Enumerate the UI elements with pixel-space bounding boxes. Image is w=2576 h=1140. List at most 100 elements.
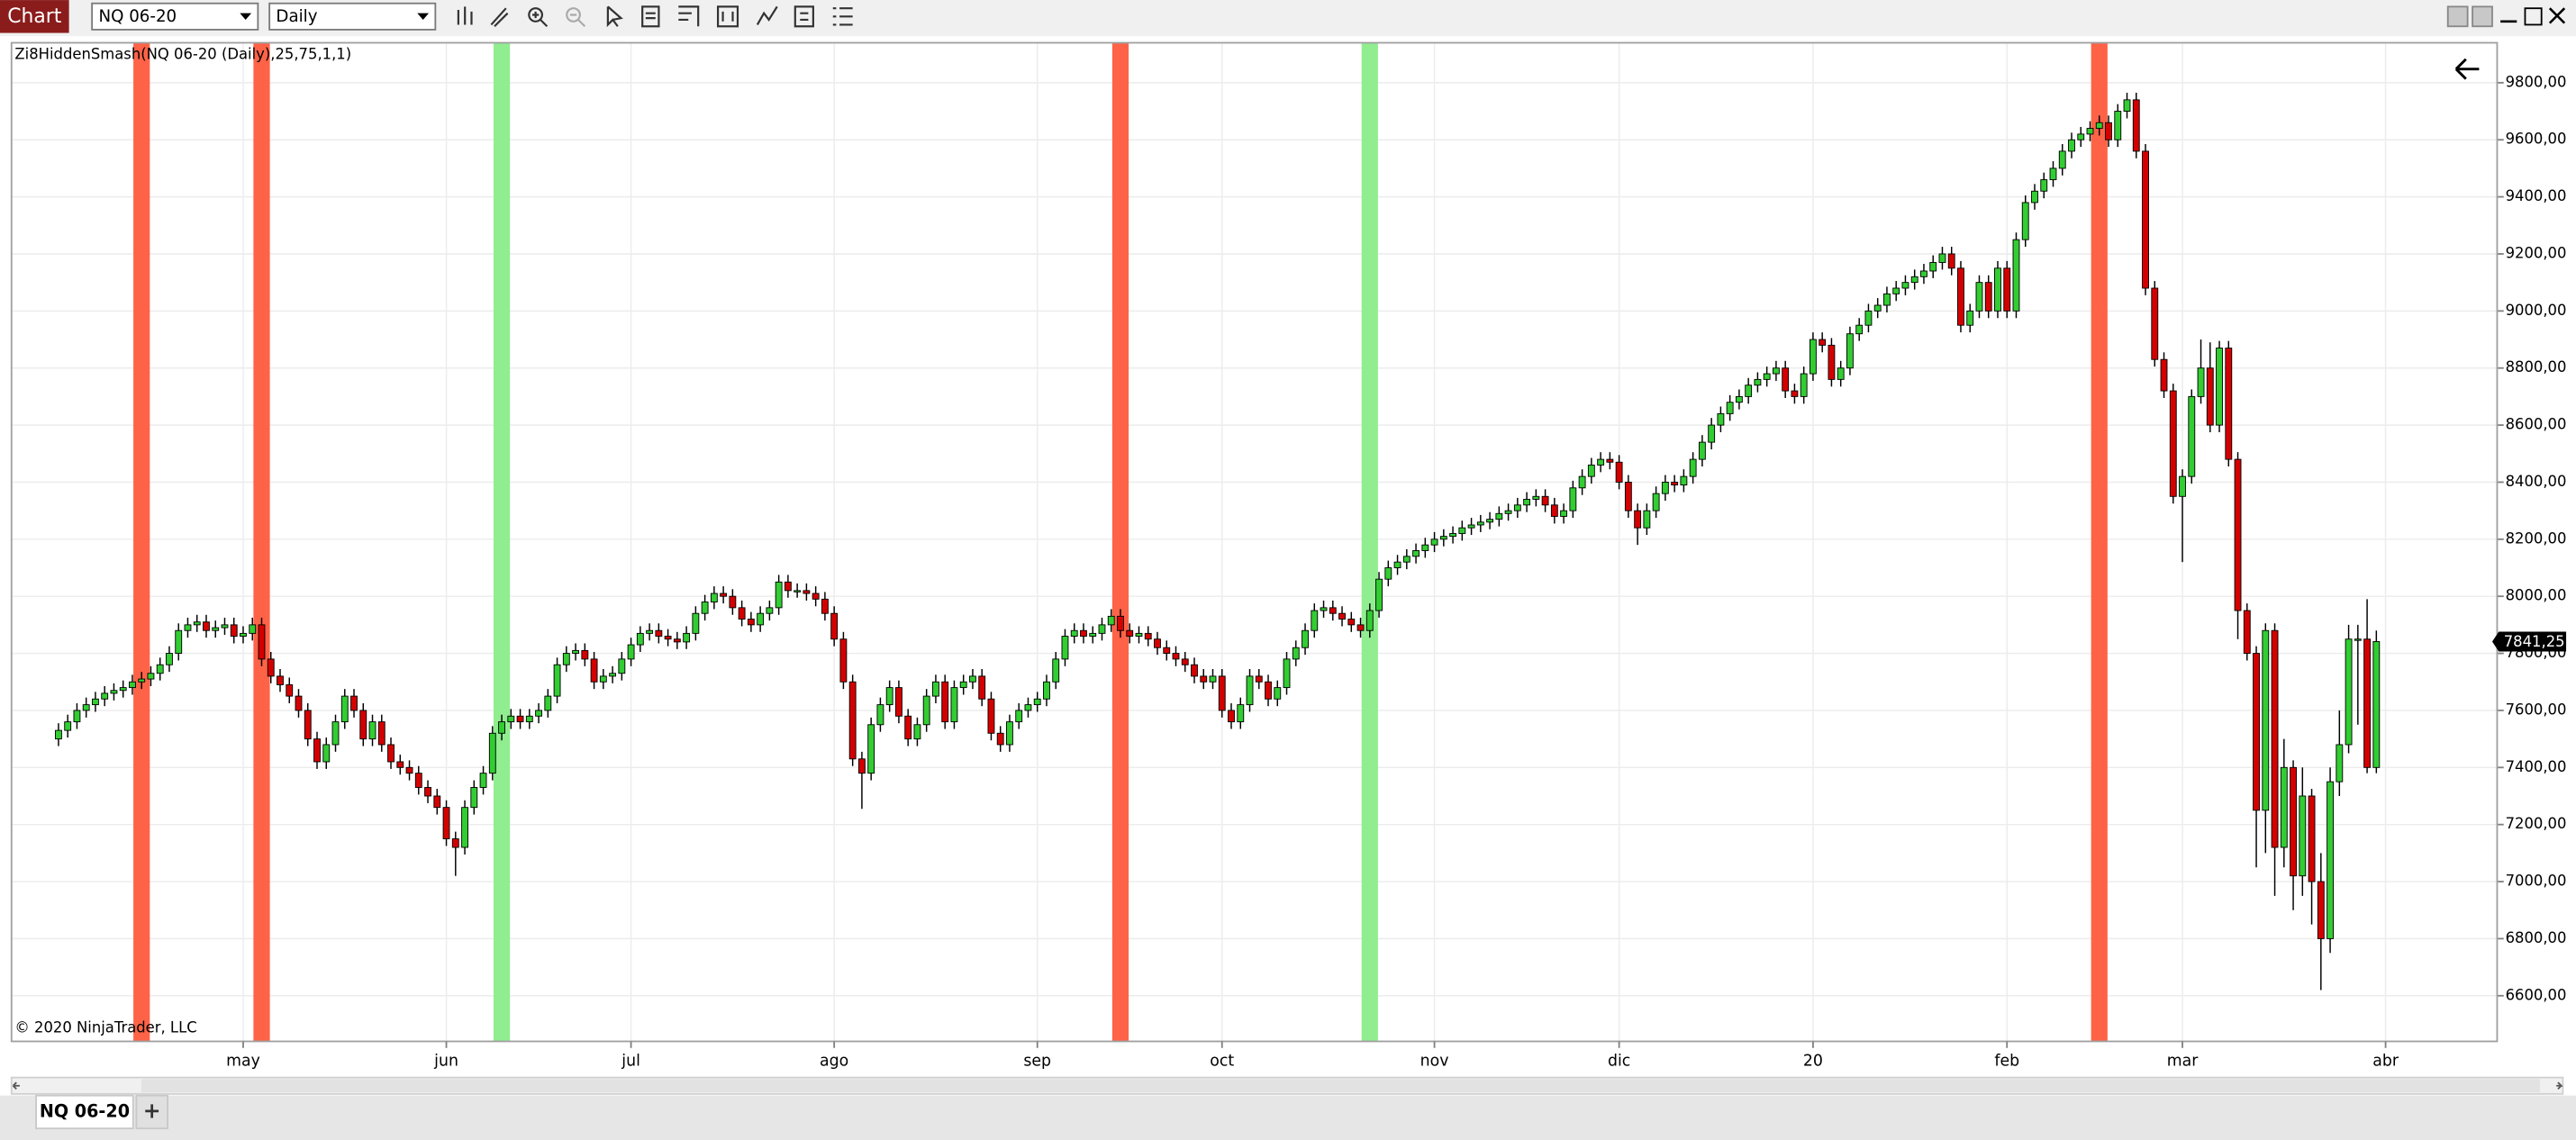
draw-icon[interactable] bbox=[490, 7, 509, 28]
candle-body bbox=[470, 787, 478, 809]
candle-body bbox=[1172, 653, 1180, 660]
candle-body bbox=[1052, 658, 1060, 683]
candle-body bbox=[2197, 367, 2205, 397]
candle-body bbox=[138, 678, 146, 683]
dropdown-box[interactable] bbox=[91, 2, 259, 31]
candle-body bbox=[904, 715, 912, 740]
candle-body bbox=[2058, 150, 2066, 169]
indicators-icon[interactable] bbox=[756, 5, 778, 25]
interval-dropdown[interactable]: Daily bbox=[268, 2, 437, 31]
chart-title: Chart bbox=[7, 5, 62, 28]
candle-body bbox=[1144, 632, 1152, 640]
candle-body bbox=[720, 593, 728, 597]
candle-body bbox=[451, 838, 459, 848]
candle-body bbox=[1384, 567, 1392, 580]
scroll-right[interactable] bbox=[2556, 1081, 2563, 1090]
dropdown-arrow bbox=[240, 13, 252, 20]
candle-body bbox=[941, 681, 949, 723]
properties-icon[interactable] bbox=[641, 5, 660, 28]
candle-body bbox=[1098, 624, 1106, 634]
template-icon[interactable] bbox=[678, 5, 700, 27]
candle-body bbox=[609, 673, 617, 677]
list-icon[interactable] bbox=[832, 7, 853, 26]
candle-body bbox=[1994, 267, 2001, 312]
candle-body bbox=[73, 710, 81, 723]
candle-body bbox=[350, 695, 358, 711]
candle-body bbox=[2280, 766, 2288, 848]
candle-body bbox=[766, 607, 774, 614]
back-arrow[interactable] bbox=[2454, 58, 2480, 80]
dropdown-box[interactable] bbox=[268, 2, 437, 31]
candle-body bbox=[212, 627, 220, 631]
x-tick-label: dic bbox=[1608, 1052, 1630, 1070]
zoom-in-icon[interactable] bbox=[528, 7, 544, 23]
short-signal-band bbox=[133, 42, 150, 1042]
candle-body bbox=[1615, 461, 1623, 483]
candle-body bbox=[2262, 629, 2270, 811]
candle-body bbox=[775, 581, 783, 609]
plot-border bbox=[10, 41, 2499, 1043]
candle-body bbox=[2271, 629, 2279, 848]
candle-body bbox=[1910, 276, 1918, 284]
candle-body bbox=[249, 624, 257, 634]
candle-body bbox=[525, 715, 533, 723]
candle-body bbox=[1265, 681, 1272, 700]
candle-body bbox=[221, 624, 229, 629]
candle-body bbox=[2253, 653, 2260, 811]
candle-body bbox=[1302, 629, 1309, 648]
candle-body bbox=[1532, 495, 1540, 500]
candle-body bbox=[184, 624, 192, 631]
long-signal-band bbox=[493, 42, 511, 1042]
y-tick-label: 8400,00 bbox=[2506, 473, 2567, 490]
candle-body bbox=[987, 698, 995, 734]
candle-body bbox=[1126, 629, 1134, 638]
candle-body bbox=[2299, 795, 2307, 877]
tab[interactable] bbox=[35, 1094, 134, 1130]
candle-body bbox=[950, 687, 958, 723]
close-button[interactable] bbox=[2548, 7, 2566, 24]
candle-body bbox=[572, 649, 580, 655]
candle-body bbox=[147, 673, 155, 680]
scroll-left[interactable] bbox=[12, 1081, 20, 1090]
candle-body bbox=[1255, 675, 1263, 683]
candle-body bbox=[1458, 527, 1466, 534]
tile-button[interactable] bbox=[2472, 5, 2493, 28]
candle-body bbox=[92, 698, 99, 706]
candle-body bbox=[1550, 504, 1558, 517]
strategies-icon[interactable] bbox=[794, 5, 814, 28]
window-buttons bbox=[2446, 5, 2566, 28]
add-tab-button[interactable] bbox=[135, 1094, 168, 1130]
candle-body bbox=[1819, 339, 1827, 346]
candle-body bbox=[1782, 367, 1790, 392]
candle-body bbox=[2327, 781, 2334, 939]
candle-body bbox=[414, 773, 422, 788]
y-tick-label: 9000,00 bbox=[2506, 302, 2567, 319]
candle-body bbox=[1421, 544, 1429, 551]
tile-button[interactable] bbox=[2446, 5, 2469, 28]
instrument-dropdown[interactable]: NQ 06-20 bbox=[91, 2, 259, 31]
candle-body bbox=[1597, 458, 1605, 466]
last-price-marker bbox=[2491, 631, 2567, 652]
maximize-button[interactable] bbox=[2524, 7, 2543, 26]
candle-body bbox=[812, 593, 820, 600]
x-tick-label: ago bbox=[820, 1052, 848, 1070]
candle-body bbox=[1476, 521, 1484, 526]
y-tick-label: 7400,00 bbox=[2506, 758, 2567, 775]
snapshot-icon[interactable] bbox=[716, 5, 739, 28]
candle-body bbox=[1311, 610, 1319, 631]
candle-body bbox=[295, 695, 303, 711]
bars-icon[interactable] bbox=[457, 6, 473, 25]
candle-body bbox=[331, 721, 340, 746]
zoom-out-icon[interactable] bbox=[566, 7, 581, 23]
candle-body bbox=[516, 715, 524, 723]
candle-body bbox=[2179, 475, 2186, 497]
candle-body bbox=[1033, 698, 1041, 706]
pointer-icon[interactable] bbox=[606, 5, 623, 28]
scrollbar-thumb[interactable] bbox=[141, 1079, 2540, 1093]
candle-body bbox=[1228, 710, 1235, 723]
candle-body bbox=[1717, 412, 1725, 426]
candle-body bbox=[2031, 190, 2038, 204]
candle-body bbox=[433, 795, 441, 809]
candle-body bbox=[267, 658, 275, 677]
candle-body bbox=[1430, 538, 1438, 546]
